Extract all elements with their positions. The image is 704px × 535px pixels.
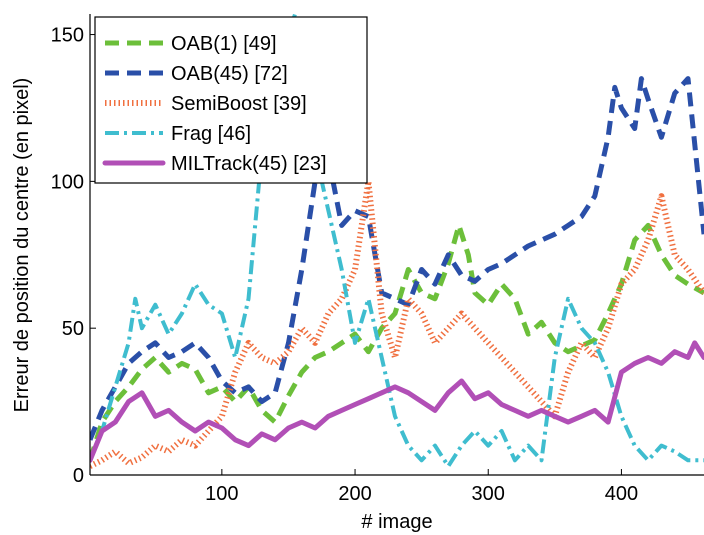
y-tick-label: 50 [62, 318, 84, 340]
legend-label-3: SemiBoost [39] [171, 93, 307, 115]
series-line-3 [90, 178, 704, 469]
series-line-1 [90, 222, 704, 462]
legend: OAB(1) [49] OAB(45) [72] SemiBoost [39] Fra… [94, 16, 368, 184]
x-tick-label: 200 [338, 483, 371, 505]
series-line-5 [90, 340, 704, 463]
series-layer [90, 14, 704, 469]
x-tick-label: 300 [472, 483, 505, 505]
series-line-4 [90, 14, 704, 469]
legend-label-1: OAB(1) [49] [171, 33, 277, 55]
x-axis-label: # image [361, 511, 432, 533]
legend-label-4: Frag [46] [171, 123, 251, 145]
y-tick-label: 150 [51, 25, 84, 47]
legend-label-2: OAB(45) [72] [171, 63, 288, 85]
y-tick-label: 100 [51, 171, 84, 193]
y-axis-label: Erreur de position du centre (en pixel) [11, 78, 33, 413]
legend-label-5: MILTrack(45) [23] [171, 153, 327, 175]
x-tick-label: 100 [205, 483, 238, 505]
y-tick-label: 0 [73, 465, 84, 487]
axes: 100 200 300 400 0 50 100 150 [51, 14, 704, 505]
x-tick-label: 400 [605, 483, 638, 505]
series-line-2 [90, 76, 704, 441]
